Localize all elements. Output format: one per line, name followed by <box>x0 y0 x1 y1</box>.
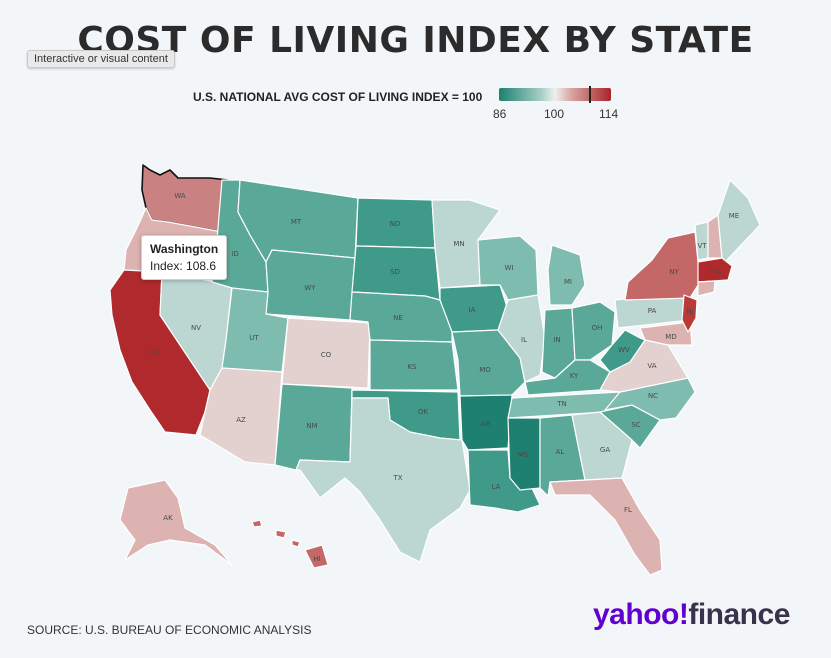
logo-finance: finance <box>688 598 790 631</box>
state-hi-islands[interactable] <box>251 519 301 548</box>
label-pa: PA <box>648 307 657 315</box>
state-ks[interactable] <box>369 339 459 391</box>
label-wy: WY <box>304 284 316 292</box>
label-nm: NM <box>306 422 317 430</box>
state-tx[interactable] <box>295 397 471 563</box>
label-tn: TN <box>556 400 567 408</box>
state-co[interactable] <box>281 317 371 389</box>
state-ga[interactable] <box>571 411 633 481</box>
label-mo: MO <box>479 366 491 374</box>
content-type-badge: Interactive or visual content <box>27 50 175 68</box>
label-ky: KY <box>570 372 579 380</box>
state-mi[interactable] <box>547 244 586 306</box>
state-il[interactable] <box>497 294 546 383</box>
label-ok: OK <box>418 408 429 416</box>
label-ga: GA <box>600 446 610 454</box>
state-ct[interactable] <box>697 280 716 297</box>
state-az[interactable] <box>199 367 283 466</box>
label-tx: TX <box>392 474 402 482</box>
state-md[interactable] <box>639 321 693 346</box>
label-mi: MI <box>564 278 572 286</box>
state-fl[interactable] <box>549 477 663 576</box>
label-md: MD <box>665 333 676 341</box>
state-hi[interactable] <box>304 544 329 569</box>
legend-label: U.S. NATIONAL AVG COST OF LIVING INDEX =… <box>193 90 483 104</box>
label-nc: NC <box>648 392 658 400</box>
label-wi: WI <box>505 264 514 272</box>
label-nj: NJ <box>686 308 693 316</box>
label-ny: NY <box>669 268 679 276</box>
state-ma[interactable] <box>697 257 733 283</box>
label-nd: ND <box>390 220 401 228</box>
label-ia: IA <box>469 306 476 314</box>
legend-selected-marker <box>589 86 591 103</box>
label-oh: OH <box>592 324 603 332</box>
label-wa: WA <box>174 192 186 200</box>
label-vt: VT <box>697 242 707 250</box>
label-in: IN <box>553 336 560 344</box>
label-id: ID <box>231 250 238 258</box>
label-co: CO <box>321 351 332 359</box>
state-wv[interactable] <box>599 329 646 373</box>
legend-min-tick: 86 <box>493 107 507 121</box>
legend-color-scale <box>499 88 611 101</box>
label-ar: AR <box>481 420 491 428</box>
label-ne: NE <box>393 314 403 322</box>
label-la: LA <box>492 483 501 491</box>
label-va: VA <box>647 362 656 370</box>
state-nj[interactable] <box>681 294 698 333</box>
logo-yahoo: yahoo! <box>593 598 689 631</box>
label-nv: NV <box>191 324 201 332</box>
label-ks: KS <box>407 363 417 371</box>
state-ms[interactable] <box>507 417 541 491</box>
label-sc: SC <box>631 421 640 429</box>
label-ma: MA <box>711 268 722 276</box>
yahoo-finance-logo[interactable]: yahoo!finance <box>593 598 790 632</box>
source-credit: SOURCE: U.S. BUREAU OF ECONOMIC ANALYSIS <box>27 623 312 637</box>
label-me: ME <box>729 212 739 220</box>
legend-max-tick: 114 <box>599 107 619 121</box>
label-ms: MS <box>518 451 529 459</box>
state-ar[interactable] <box>459 394 513 451</box>
label-hi: HI <box>313 555 320 563</box>
label-ca: CA <box>148 348 158 356</box>
label-ak: AK <box>163 514 173 522</box>
label-fl: FL <box>624 506 632 514</box>
label-sd: SD <box>390 268 400 276</box>
label-mn: MN <box>453 240 464 248</box>
tooltip-index-value: Index: 108.6 <box>150 259 217 273</box>
state-me[interactable] <box>717 179 761 263</box>
label-ut: UT <box>249 334 259 342</box>
state-ak[interactable] <box>119 479 233 566</box>
state-tooltip: Washington Index: 108.6 <box>141 235 228 280</box>
state-ky[interactable] <box>524 359 611 396</box>
state-labels: WA CA NV ID MT WY UT AZ CO NM ND SD NE K… <box>148 192 739 563</box>
label-il: IL <box>521 336 527 344</box>
label-mt: MT <box>291 218 302 226</box>
label-wv: WV <box>618 346 630 354</box>
state-ny[interactable] <box>624 231 701 301</box>
label-al: AL <box>556 448 565 456</box>
page-title: COST OF LIVING INDEX BY STATE <box>77 20 754 61</box>
state-la[interactable] <box>467 449 541 513</box>
tooltip-state-name: Washington <box>150 242 219 256</box>
state-vt[interactable] <box>694 221 709 261</box>
legend-mid-tick: 100 <box>544 107 565 121</box>
label-az: AZ <box>236 416 246 424</box>
